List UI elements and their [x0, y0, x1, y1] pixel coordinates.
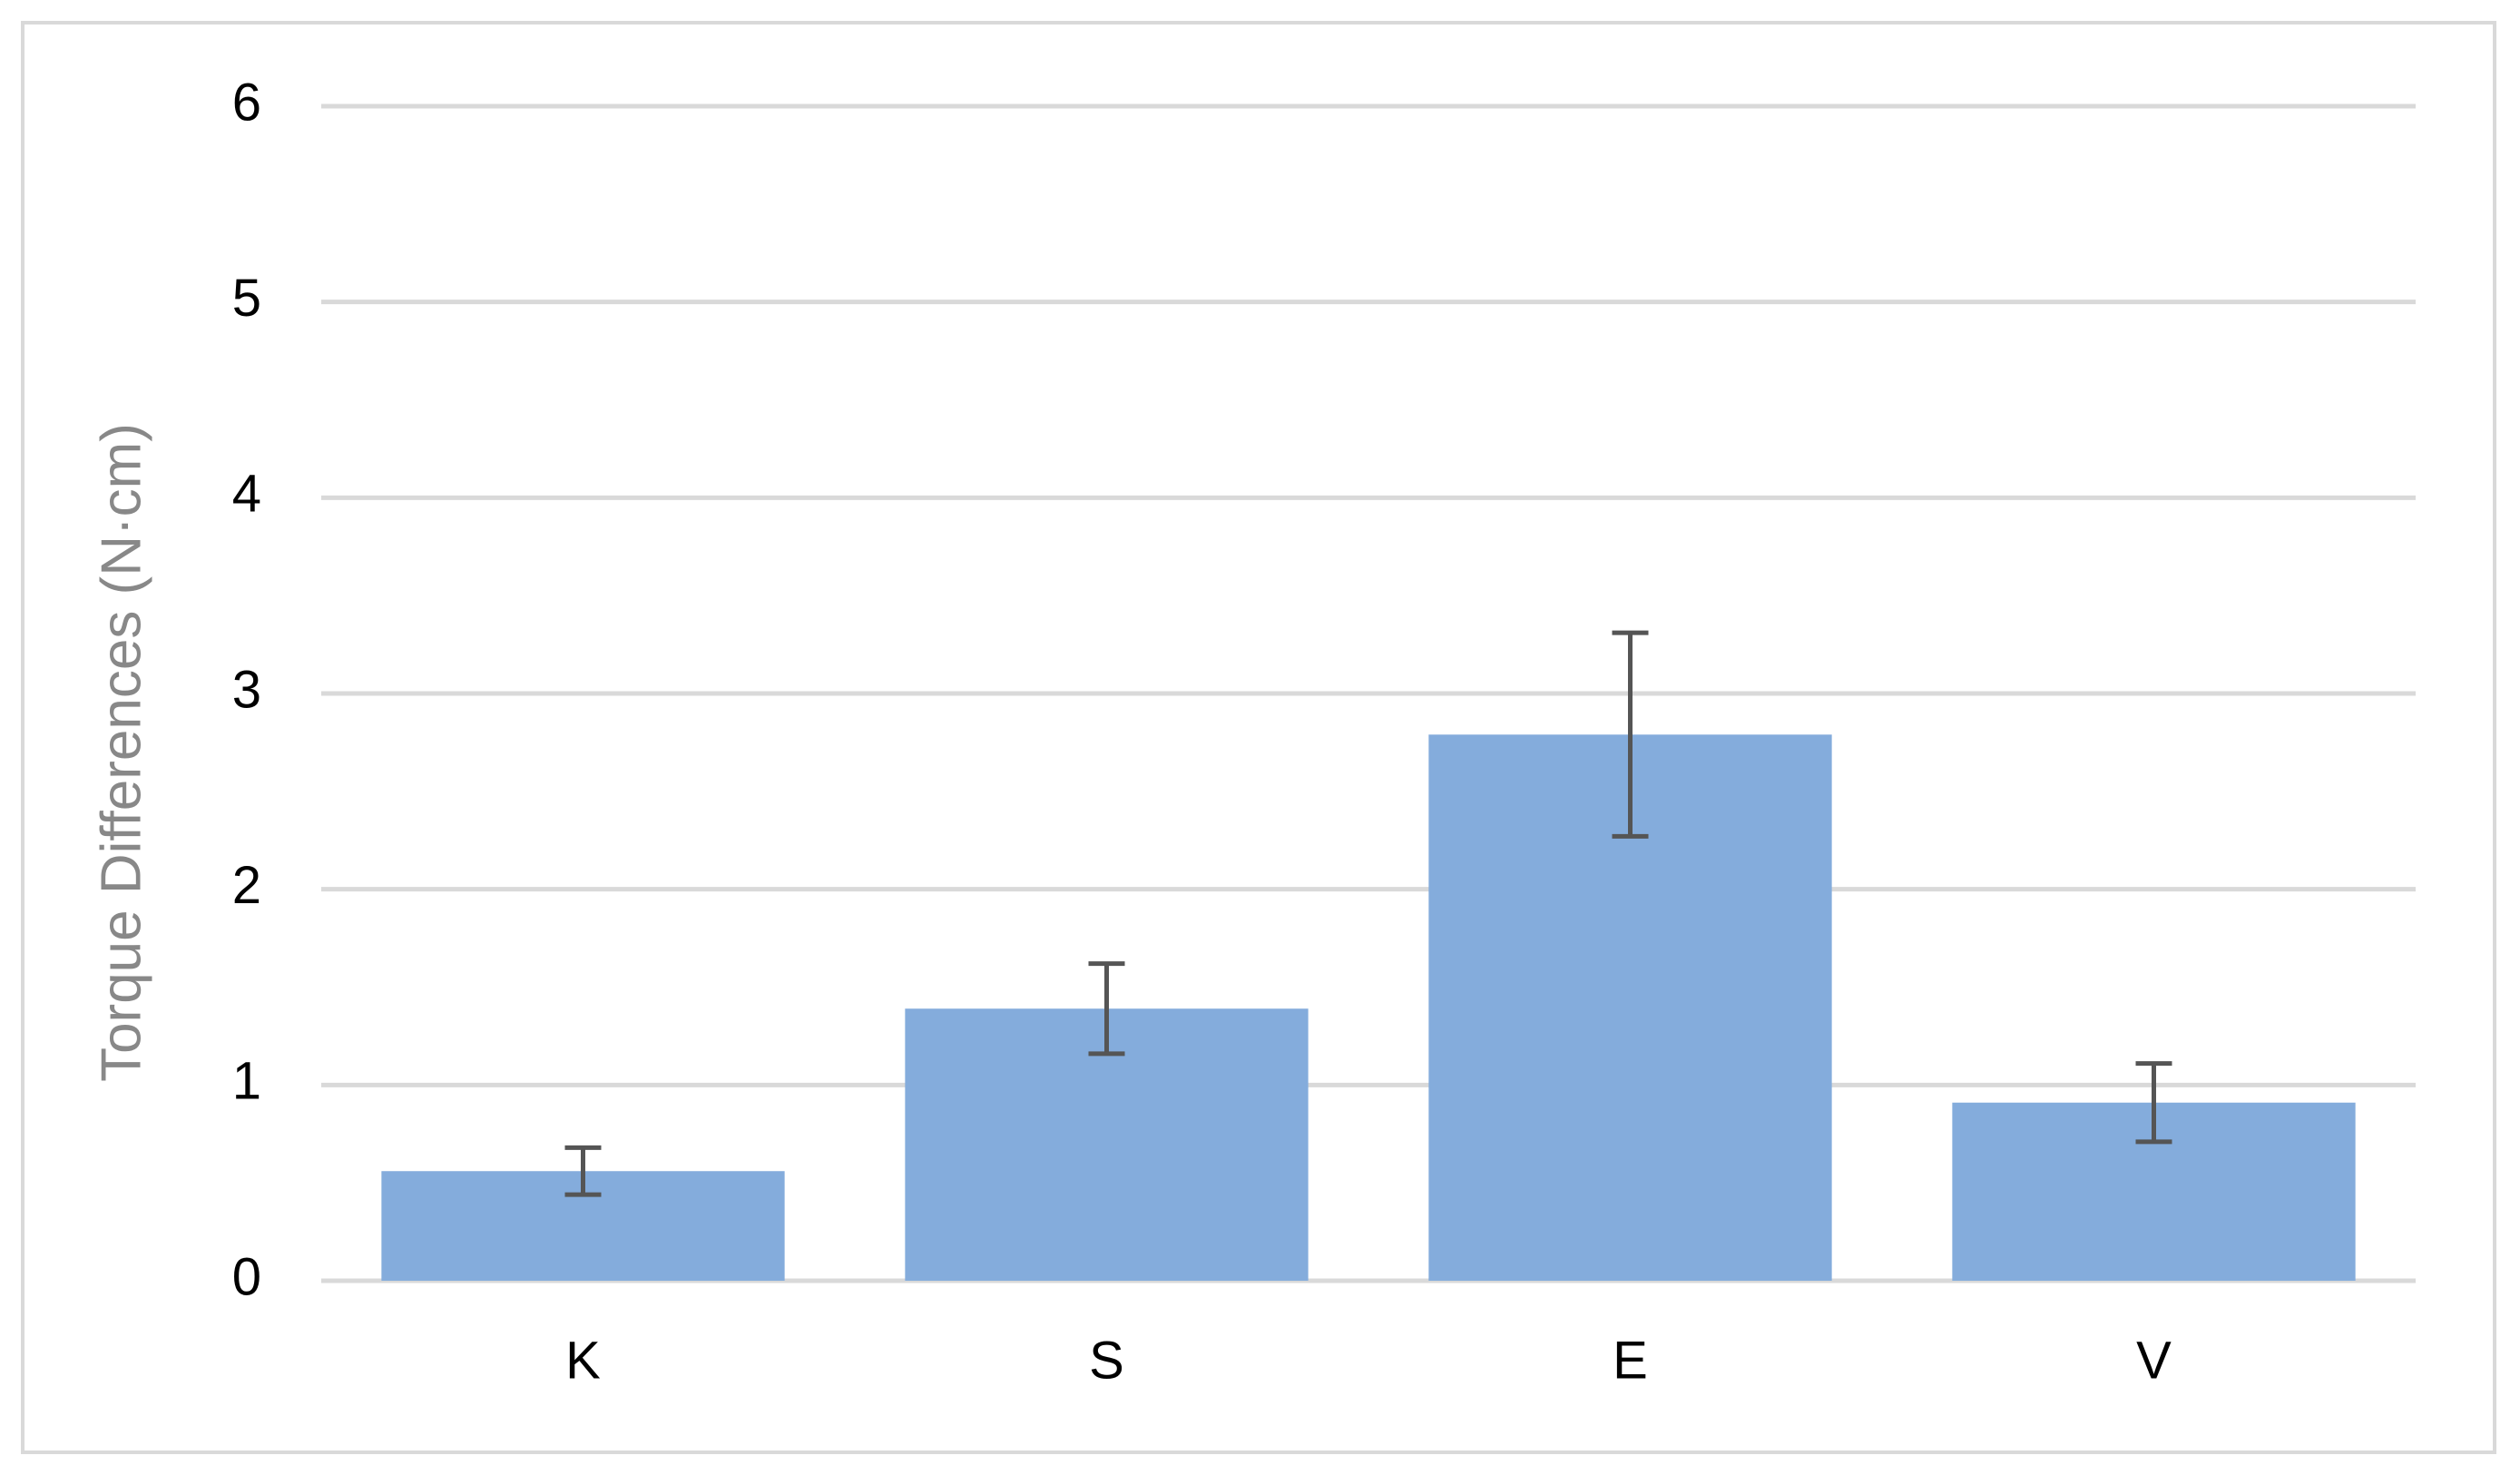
y-axis-title: Torque Differences (N·cm) — [90, 423, 152, 1082]
y-tick-label: 1 — [232, 1052, 261, 1111]
x-tick-label: V — [2136, 1331, 2172, 1390]
y-tick-label: 4 — [232, 465, 261, 524]
error-bar — [2135, 1061, 2172, 1145]
x-tick-label: E — [1613, 1331, 1648, 1390]
y-tick-label: 5 — [232, 269, 261, 328]
x-tick-label: K — [565, 1331, 601, 1390]
error-bar — [1088, 961, 1125, 1057]
x-tick-label: S — [1089, 1331, 1124, 1390]
error-bar — [1612, 630, 1649, 839]
y-tick-label: 2 — [232, 856, 261, 915]
y-tick-label: 6 — [232, 73, 261, 132]
error-bar — [564, 1145, 602, 1197]
y-tick-label: 3 — [232, 660, 261, 719]
y-tick-label: 0 — [232, 1247, 261, 1306]
